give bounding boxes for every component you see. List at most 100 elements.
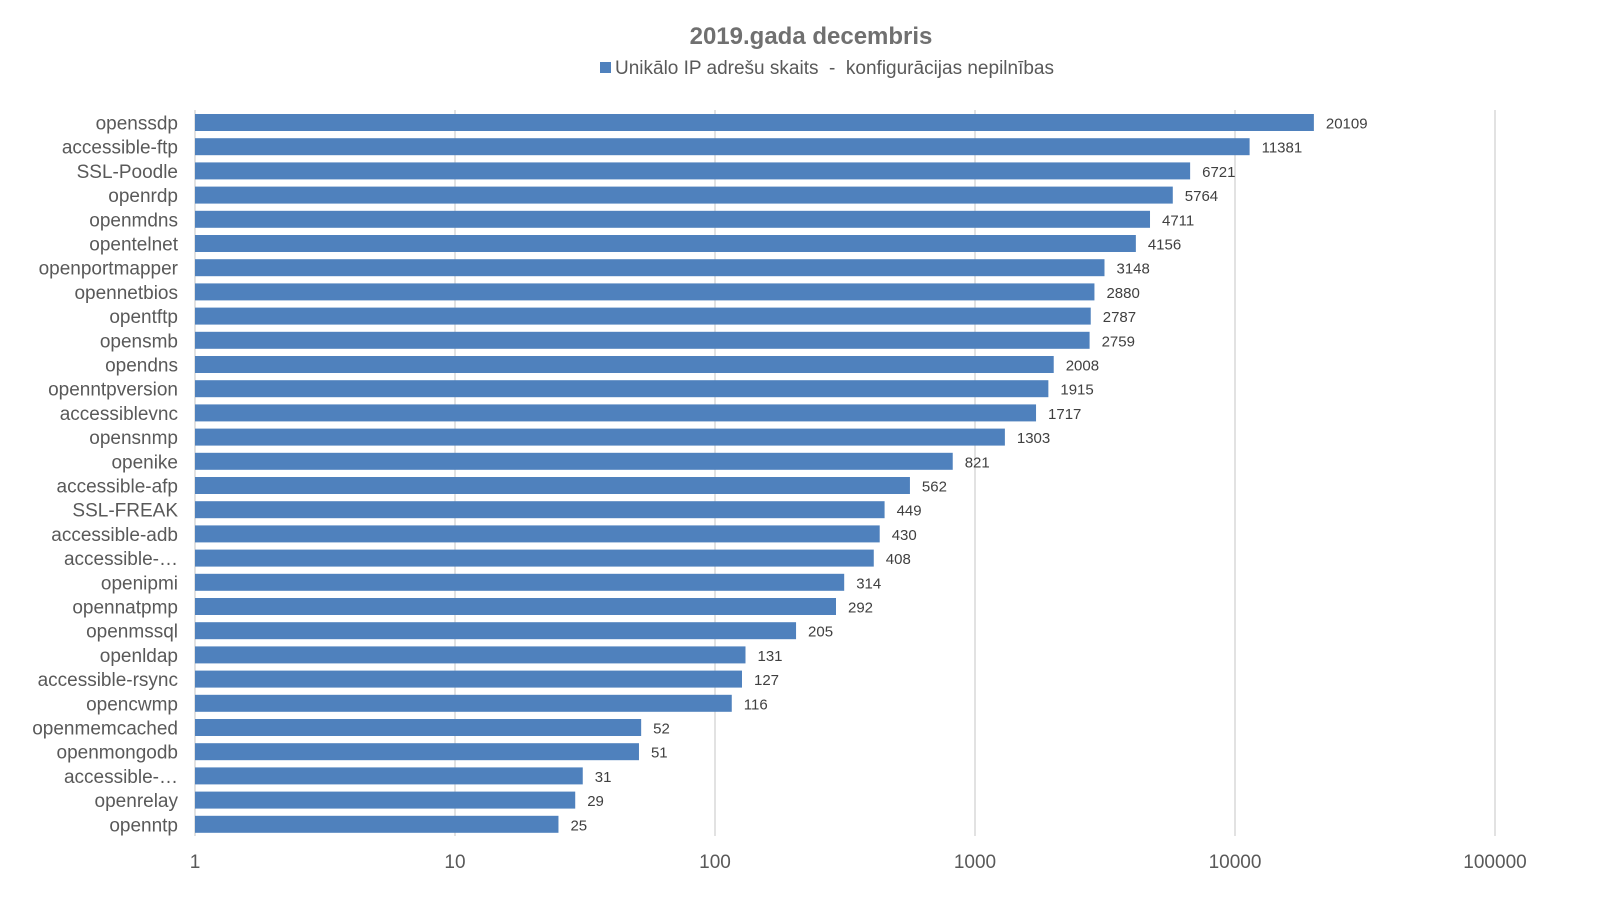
- bar-6: [195, 259, 1105, 277]
- data-label: 314: [856, 575, 881, 592]
- category-label: openrelay: [95, 791, 179, 812]
- data-label: 52: [653, 721, 670, 738]
- data-label: 25: [570, 817, 587, 834]
- data-label: 29: [587, 793, 604, 810]
- bar-25: [195, 719, 642, 736]
- x-axis-tick-labels: 1 10 100 1000 10000 100000: [190, 852, 1527, 873]
- data-label: 430: [892, 527, 917, 544]
- data-label: 1915: [1060, 382, 1093, 399]
- data-label: 1303: [1017, 430, 1050, 447]
- bar-18: [195, 549, 874, 567]
- data-label: 449: [897, 503, 922, 520]
- bar-8: [195, 307, 1091, 325]
- category-label: opendns: [105, 356, 178, 377]
- bar-22: [195, 646, 746, 664]
- bar-19: [195, 573, 845, 591]
- category-label: openmemcached: [32, 719, 178, 740]
- x-tick-label: 100: [699, 852, 731, 873]
- data-label: 2759: [1102, 333, 1135, 350]
- chart-title: 2019.gada decembris: [690, 23, 933, 50]
- bar-29: [195, 815, 559, 833]
- data-label: 205: [808, 624, 833, 641]
- data-label: 31: [595, 769, 612, 786]
- data-label: 5764: [1185, 188, 1218, 205]
- category-label: openmdns: [89, 210, 178, 231]
- data-label: 292: [848, 600, 873, 617]
- data-label: 51: [651, 745, 668, 762]
- category-label: accessible-adb: [51, 525, 178, 546]
- category-label: openntpversion: [48, 380, 178, 401]
- category-label: opennetbios: [74, 283, 178, 304]
- bar-5: [195, 235, 1136, 252]
- category-label: accessible-ftp: [62, 138, 178, 159]
- category-label: openntp: [109, 815, 178, 836]
- legend: Unikālo IP adrešu skaits - konfigurācija…: [600, 58, 1054, 79]
- bar-3: [195, 186, 1173, 204]
- data-label: 127: [754, 672, 779, 689]
- data-label: 2787: [1103, 309, 1136, 326]
- category-label: accessible-…: [64, 549, 178, 570]
- bar-1: [195, 138, 1250, 156]
- bar-21: [195, 622, 797, 640]
- data-label: 131: [757, 648, 782, 665]
- bar-17: [195, 525, 880, 543]
- legend-swatch: [600, 62, 611, 73]
- bar-20: [195, 598, 836, 615]
- category-label: opensmb: [100, 331, 178, 352]
- category-label: opennatpmp: [72, 598, 178, 619]
- data-label: 11381: [1262, 140, 1303, 157]
- category-label: openldap: [100, 646, 178, 667]
- gridlines: [194, 110, 1496, 836]
- category-labels: openssdp accessible-ftp SSL-Poodle openrdp o…: [32, 114, 178, 837]
- x-tick-label: 1000: [954, 852, 996, 873]
- x-tick-label: 10000: [1209, 852, 1262, 873]
- category-label: SSL-Poodle: [77, 162, 178, 183]
- category-label: accessiblevnc: [60, 404, 178, 425]
- category-label: accessible-rsync: [38, 670, 178, 691]
- data-label: 116: [744, 696, 768, 713]
- bar-2: [195, 162, 1191, 180]
- category-label: opentelnet: [89, 235, 178, 256]
- category-label: accessible-afp: [57, 477, 178, 498]
- data-labels: 20109 11381 6721 5764 4711 4156 3148 2880 2787 27…: [570, 116, 1367, 835]
- data-label: 2880: [1106, 285, 1139, 302]
- data-label: 1717: [1048, 406, 1081, 423]
- category-label: openmssql: [86, 622, 178, 643]
- data-label: 408: [886, 551, 911, 568]
- category-label: opensnmp: [89, 428, 178, 449]
- data-label: 6721: [1202, 164, 1235, 181]
- bar-14: [195, 452, 953, 470]
- category-label: opencwmp: [86, 694, 178, 715]
- bar-23: [195, 670, 742, 688]
- data-label: 2008: [1066, 358, 1099, 375]
- data-label: 20109: [1326, 116, 1368, 133]
- category-label: openportmapper: [39, 259, 179, 280]
- bar-9: [195, 331, 1090, 349]
- category-label: opentftp: [109, 307, 178, 328]
- data-label: 562: [922, 479, 947, 496]
- category-label: openmongodb: [57, 743, 179, 764]
- bar-13: [195, 428, 1005, 446]
- x-tick-label: 10: [444, 852, 465, 873]
- data-label: 3148: [1116, 261, 1149, 278]
- bar-24: [195, 694, 732, 712]
- category-label: openrdp: [108, 186, 178, 207]
- category-label: openipmi: [101, 573, 178, 594]
- data-label: 4711: [1162, 212, 1194, 229]
- bar-26: [195, 743, 639, 761]
- bar-16: [195, 501, 885, 519]
- category-label: openssdp: [96, 114, 178, 135]
- bar-10: [195, 356, 1054, 373]
- category-label: SSL-FREAK: [72, 501, 178, 522]
- bars: [195, 114, 1314, 833]
- bar-27: [195, 767, 583, 785]
- bar-12: [195, 404, 1037, 422]
- bar-28: [195, 791, 576, 809]
- bar-11: [195, 380, 1049, 398]
- category-label: openike: [111, 452, 178, 473]
- bar-7: [195, 283, 1095, 301]
- bar-4: [195, 210, 1151, 228]
- x-tick-label: 1: [190, 852, 201, 873]
- x-tick-label: 100000: [1463, 852, 1526, 873]
